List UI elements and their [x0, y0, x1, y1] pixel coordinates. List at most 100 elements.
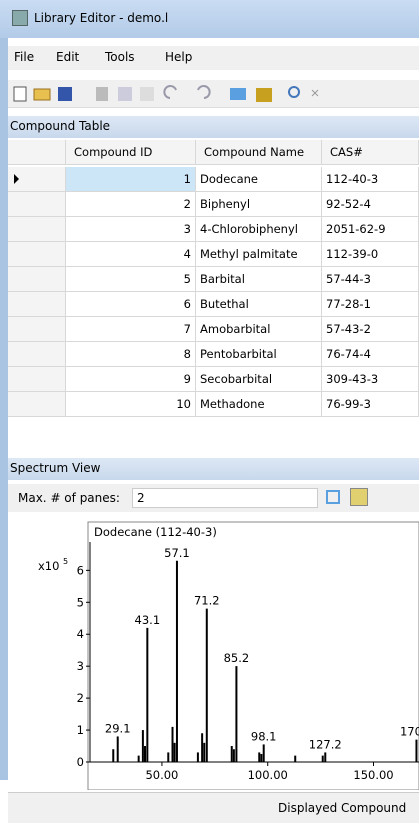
row-header[interactable] — [8, 217, 66, 242]
title-bar: Library Editor - demo.l — [0, 0, 419, 38]
table-cell[interactable]: 9 — [66, 367, 196, 392]
table-cell[interactable]: 3 — [66, 217, 196, 242]
status-bar: Displayed Compound — [8, 792, 419, 823]
menu-item[interactable]: Help — [165, 50, 193, 64]
x-tick-label: 150.00 — [353, 768, 393, 782]
section-header: Spectrum View — [8, 458, 419, 480]
x-tick-label: 50.00 — [145, 768, 178, 782]
table-cell[interactable]: Dodecane — [196, 167, 322, 192]
menu-item[interactable]: Tools — [105, 50, 135, 64]
peak-label: 29.1 — [105, 721, 131, 735]
chart-title: Dodecane (112-40-3) — [94, 525, 217, 539]
toolbar — [8, 80, 419, 108]
menu-item[interactable]: File — [14, 50, 35, 64]
compound-table: Compound ID Compound Name CAS# 1 Dodecane 112… — [8, 140, 419, 452]
paste-icon[interactable] — [140, 87, 154, 101]
table-cell[interactable]: 77-28-1 — [322, 292, 419, 317]
menu-bar: File Edit Tools Help — [8, 46, 419, 70]
table-cell[interactable]: 76-99-3 — [322, 392, 419, 417]
peak-label: 71.2 — [194, 594, 220, 608]
row-header[interactable] — [8, 317, 66, 342]
app-icon — [12, 10, 28, 26]
y-exponent: 5 — [63, 557, 68, 566]
y-tick-label: 5 — [77, 595, 84, 609]
spectrum-toolbar: Max. # of panes: 2 — [8, 484, 419, 512]
table-cell[interactable]: Biphenyl — [196, 192, 322, 217]
compound-icon[interactable] — [230, 88, 246, 100]
row-header[interactable] — [8, 192, 66, 217]
props-icon[interactable] — [350, 488, 368, 506]
table-cell[interactable]: 57-43-2 — [322, 317, 419, 342]
new-icon[interactable] — [13, 86, 27, 102]
table-cell[interactable]: Pentobarbital — [196, 342, 322, 367]
current-row-arrow — [14, 174, 19, 184]
table-cell[interactable]: 4-Chlorobiphenyl — [196, 217, 322, 242]
row-header[interactable] — [8, 267, 66, 292]
y-tick-label: 0 — [77, 755, 84, 769]
y-tick-label: 4 — [77, 627, 84, 641]
close-icon[interactable] — [311, 89, 319, 97]
window-title: Library Editor - demo.l — [34, 11, 169, 25]
table-cell[interactable]: 7 — [66, 317, 196, 342]
table-cell[interactable]: 92-52-4 — [322, 192, 419, 217]
table-cell[interactable]: 76-74-4 — [322, 342, 419, 367]
find-icon[interactable] — [288, 86, 300, 98]
table-cell[interactable]: 6 — [66, 292, 196, 317]
y-tick-label: 6 — [77, 563, 84, 577]
peak-label: 85.2 — [224, 651, 250, 665]
peak-label: 127.2 — [309, 737, 342, 751]
table-cell[interactable]: Amobarbital — [196, 317, 322, 342]
x-tick-label: 100.00 — [248, 768, 288, 782]
y-tick-label: 3 — [77, 659, 84, 673]
row-header[interactable] — [8, 367, 66, 392]
undo-icon[interactable] — [163, 85, 177, 99]
table-cell[interactable]: 1 — [66, 167, 196, 192]
y-tick-label: 2 — [77, 691, 84, 705]
table-cell[interactable]: 112-39-0 — [322, 242, 419, 267]
row-header[interactable] — [8, 242, 66, 267]
frame — [0, 38, 419, 780]
peak-label: 98.1 — [251, 729, 277, 743]
section-header: Compound Table — [8, 116, 419, 138]
table-cell[interactable]: 57-44-3 — [322, 267, 419, 292]
table-cell[interactable]: Methyl palmitate — [196, 242, 322, 267]
header-cell — [8, 140, 66, 165]
peak-label: 57.1 — [164, 546, 190, 560]
column-header[interactable]: Compound ID — [66, 140, 196, 165]
spectrum-icon[interactable] — [256, 88, 272, 102]
table-cell[interactable]: 10 — [66, 392, 196, 417]
table-cell[interactable]: Barbital — [196, 267, 322, 292]
column-header[interactable]: CAS# — [322, 140, 419, 165]
row-header[interactable] — [8, 392, 66, 417]
panes-label: Max. # of panes: — [18, 491, 120, 505]
table-cell[interactable]: Secobarbital — [196, 367, 322, 392]
table-cell[interactable]: Methadone — [196, 392, 322, 417]
table-cell[interactable]: 4 — [66, 242, 196, 267]
table-cell[interactable]: 2 — [66, 192, 196, 217]
cut-icon[interactable] — [96, 87, 108, 101]
table-cell[interactable]: Butethal — [196, 292, 322, 317]
toolbar-icons — [13, 85, 319, 102]
table-cell[interactable]: 112-40-3 — [322, 167, 419, 192]
table-cell[interactable]: 2051-62-9 — [322, 217, 419, 242]
pane-icon[interactable] — [326, 490, 340, 504]
row-header[interactable] — [8, 292, 66, 317]
open-icon[interactable] — [33, 88, 51, 101]
menu-item[interactable]: Edit — [56, 50, 80, 64]
row-header[interactable] — [8, 342, 66, 367]
table-cell[interactable]: 8 — [66, 342, 196, 367]
panes-select[interactable]: 2 — [132, 488, 318, 508]
table-cell[interactable]: 5 — [66, 267, 196, 292]
row-header[interactable] — [8, 167, 66, 192]
redo-icon[interactable] — [197, 85, 211, 99]
peak-label: 170.3 — [400, 725, 419, 739]
copy-icon[interactable] — [118, 87, 132, 101]
pane — [87, 521, 419, 790]
y-multiplier: x10 — [38, 559, 59, 573]
peak-label: 43.1 — [135, 613, 161, 627]
save-icon[interactable] — [58, 87, 72, 101]
column-header[interactable]: Compound Name — [196, 140, 322, 165]
table-cell[interactable]: 309-43-3 — [322, 367, 419, 392]
